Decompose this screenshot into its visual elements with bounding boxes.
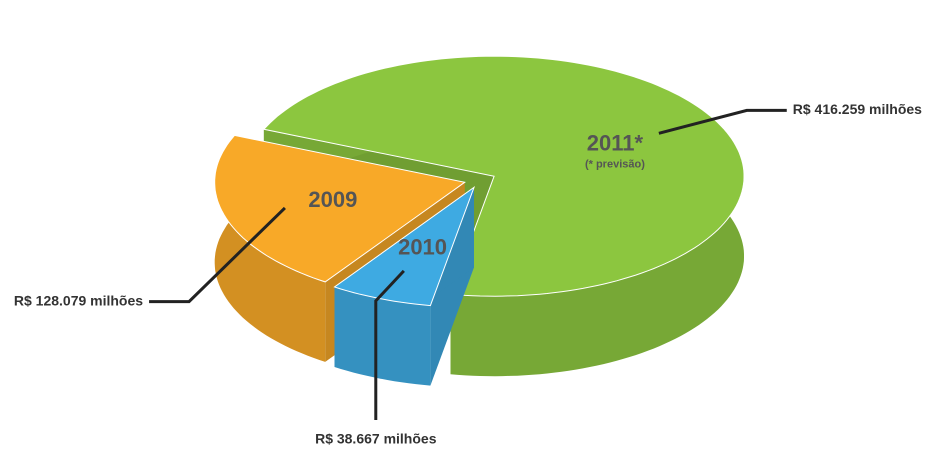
slice-label: 2010: [398, 234, 447, 259]
slice-label: 2011*: [587, 131, 644, 156]
value-label: R$ 416.259 milhões: [793, 101, 922, 117]
leader-line: [658, 108, 787, 135]
slice-side: [214, 135, 326, 362]
annotation: (* previsão): [585, 159, 645, 171]
slice: [214, 134, 466, 283]
value-label: R$ 38.667 milhões: [315, 431, 437, 447]
leader-line: [374, 269, 405, 420]
leader-line: [149, 206, 286, 304]
value-label: R$ 128.079 milhões: [14, 292, 143, 308]
slice: [333, 186, 476, 307]
slice-side: [334, 287, 431, 386]
slice-label: 2009: [308, 187, 357, 212]
